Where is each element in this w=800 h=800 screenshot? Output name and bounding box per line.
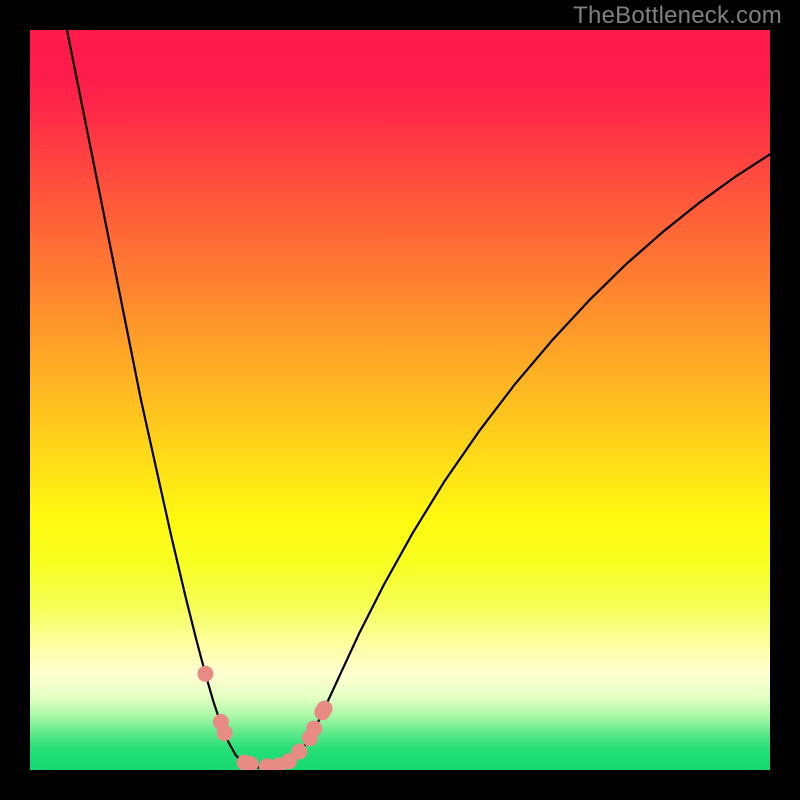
chart-area (30, 30, 770, 770)
marker-dot (317, 701, 333, 717)
chart-svg (30, 30, 770, 770)
watermark-text: TheBottleneck.com (573, 2, 782, 30)
marker-dot (306, 721, 322, 737)
marker-dot (291, 744, 307, 760)
marker-dot (217, 725, 233, 741)
marker-dot (197, 666, 213, 682)
